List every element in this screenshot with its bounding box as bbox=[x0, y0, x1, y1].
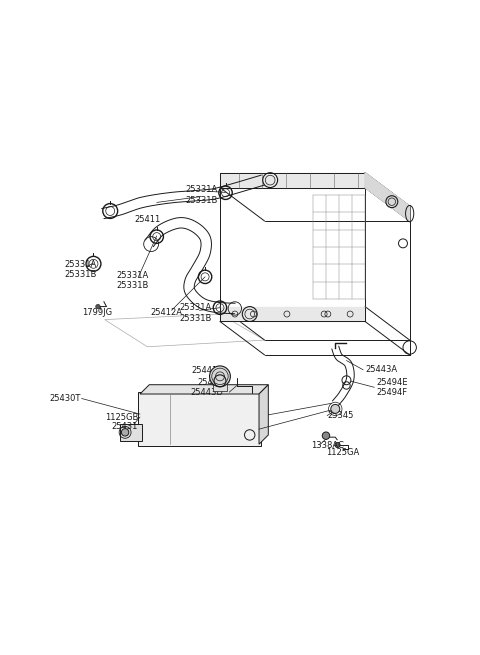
Circle shape bbox=[212, 373, 228, 389]
Text: 1799JG: 1799JG bbox=[82, 309, 112, 318]
Circle shape bbox=[322, 432, 330, 440]
Polygon shape bbox=[259, 384, 268, 444]
Text: 25331A
25331B: 25331A 25331B bbox=[180, 303, 212, 323]
Text: 25431: 25431 bbox=[112, 422, 138, 431]
Circle shape bbox=[210, 366, 230, 386]
Text: 25331A
25331B: 25331A 25331B bbox=[185, 185, 217, 205]
Circle shape bbox=[331, 404, 340, 413]
Text: 25494E
25494F: 25494E 25494F bbox=[376, 378, 408, 397]
Text: 25430T: 25430T bbox=[49, 394, 81, 403]
Bar bbox=[213, 383, 227, 391]
Text: 1338AC: 1338AC bbox=[312, 441, 344, 450]
Circle shape bbox=[96, 305, 100, 309]
Text: 25443D: 25443D bbox=[191, 388, 224, 398]
Circle shape bbox=[121, 428, 129, 436]
Polygon shape bbox=[365, 173, 410, 221]
Text: 25441A: 25441A bbox=[192, 366, 224, 375]
Text: 1125GA: 1125GA bbox=[326, 448, 360, 457]
Text: 25411: 25411 bbox=[134, 215, 161, 223]
FancyBboxPatch shape bbox=[138, 392, 261, 446]
Text: 25345: 25345 bbox=[328, 411, 354, 420]
Text: 25412A: 25412A bbox=[150, 309, 182, 318]
Text: 1125GB: 1125GB bbox=[105, 413, 138, 422]
Text: 25331A
25331B: 25331A 25331B bbox=[64, 259, 96, 279]
Polygon shape bbox=[140, 384, 268, 394]
Bar bbox=[120, 424, 142, 441]
Circle shape bbox=[335, 442, 340, 447]
Text: 25443A: 25443A bbox=[365, 365, 397, 375]
Text: 25442: 25442 bbox=[197, 378, 224, 386]
Text: 25331A
25331B: 25331A 25331B bbox=[116, 271, 149, 290]
